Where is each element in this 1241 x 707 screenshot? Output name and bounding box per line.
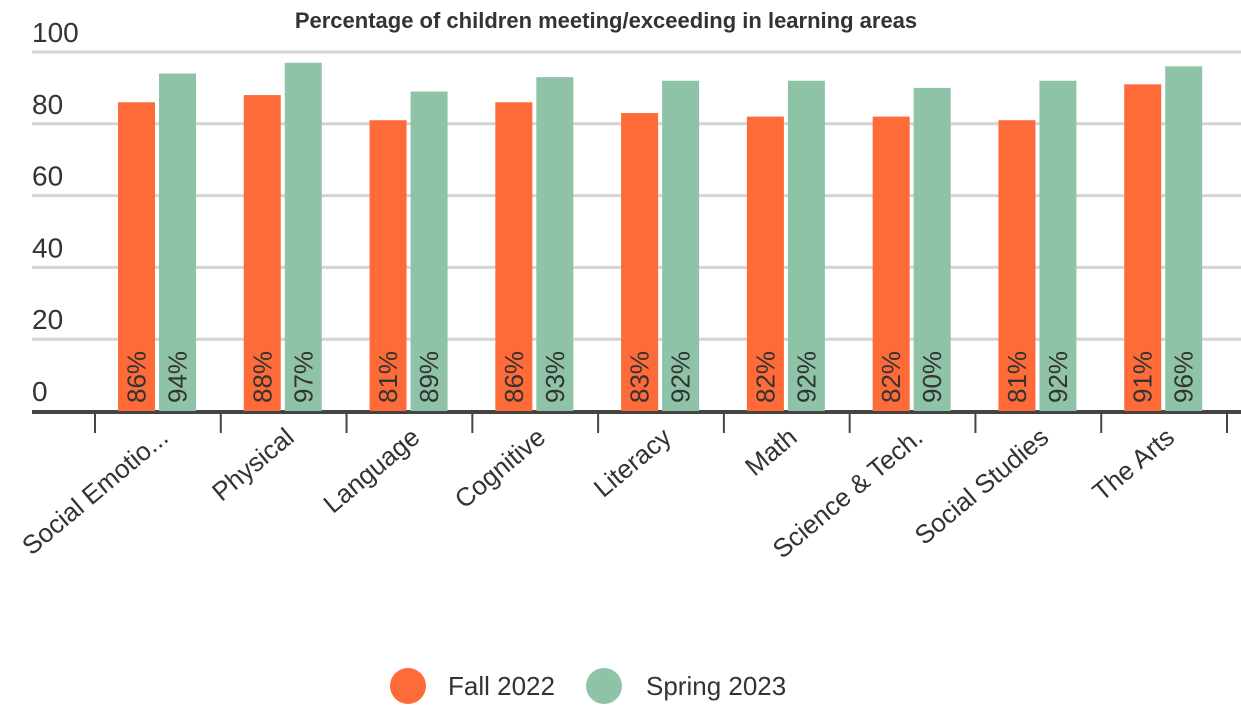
bar	[369, 120, 407, 412]
value-label: 97%	[288, 351, 318, 403]
value-label: 91%	[1128, 351, 1158, 403]
value-label: 81%	[1002, 351, 1032, 403]
bar	[536, 77, 574, 411]
y-tick-label: 40	[32, 232, 63, 263]
bar	[872, 116, 910, 412]
value-label: 92%	[1043, 351, 1073, 403]
x-tick-label: Social Studies	[909, 422, 1055, 551]
x-tick-label: The Arts	[1087, 422, 1180, 507]
x-tick-label: Social Emotio...	[16, 422, 174, 561]
legend-swatch	[390, 668, 426, 704]
bar	[998, 120, 1036, 412]
value-label: 86%	[122, 351, 152, 403]
x-tick-label: Language	[317, 422, 425, 519]
bar	[159, 73, 196, 411]
legend-swatch	[586, 668, 622, 704]
x-tick-label: Math	[739, 422, 803, 482]
y-tick-label: 20	[32, 304, 63, 335]
value-label: 93%	[540, 351, 570, 403]
bar	[118, 102, 155, 411]
value-label: 86%	[499, 351, 529, 403]
bar	[746, 116, 784, 412]
bar	[787, 80, 825, 411]
value-label: 92%	[666, 351, 696, 403]
y-tick-label: 0	[32, 376, 48, 407]
y-tick-label: 80	[32, 89, 63, 120]
value-label: 96%	[1169, 351, 1199, 403]
chart-title: Percentage of children meeting/exceeding…	[295, 8, 917, 33]
value-label: 82%	[876, 351, 906, 403]
x-tick-label: Literacy	[588, 422, 677, 504]
value-label: 90%	[917, 351, 947, 403]
value-label: 92%	[791, 351, 821, 403]
y-tick-label: 100	[32, 17, 79, 48]
value-label: 83%	[625, 351, 655, 403]
bar	[1124, 84, 1162, 411]
bar	[662, 80, 700, 411]
legend-label: Spring 2023	[646, 671, 786, 701]
bar	[913, 87, 951, 412]
bar	[284, 62, 322, 412]
bar	[243, 95, 281, 411]
bar	[621, 113, 659, 411]
x-tick-label: Physical	[206, 422, 299, 507]
value-label: 81%	[373, 351, 403, 403]
bar	[1165, 66, 1203, 412]
value-label: 82%	[750, 351, 780, 403]
y-tick-label: 60	[32, 161, 63, 192]
bar	[495, 102, 533, 411]
value-label: 94%	[163, 351, 193, 403]
legend-label: Fall 2022	[448, 671, 555, 701]
bar	[1039, 80, 1077, 411]
bar	[410, 91, 448, 412]
value-label: 88%	[247, 351, 277, 403]
value-label: 89%	[414, 351, 444, 403]
x-tick-label: Cognitive	[449, 422, 551, 515]
